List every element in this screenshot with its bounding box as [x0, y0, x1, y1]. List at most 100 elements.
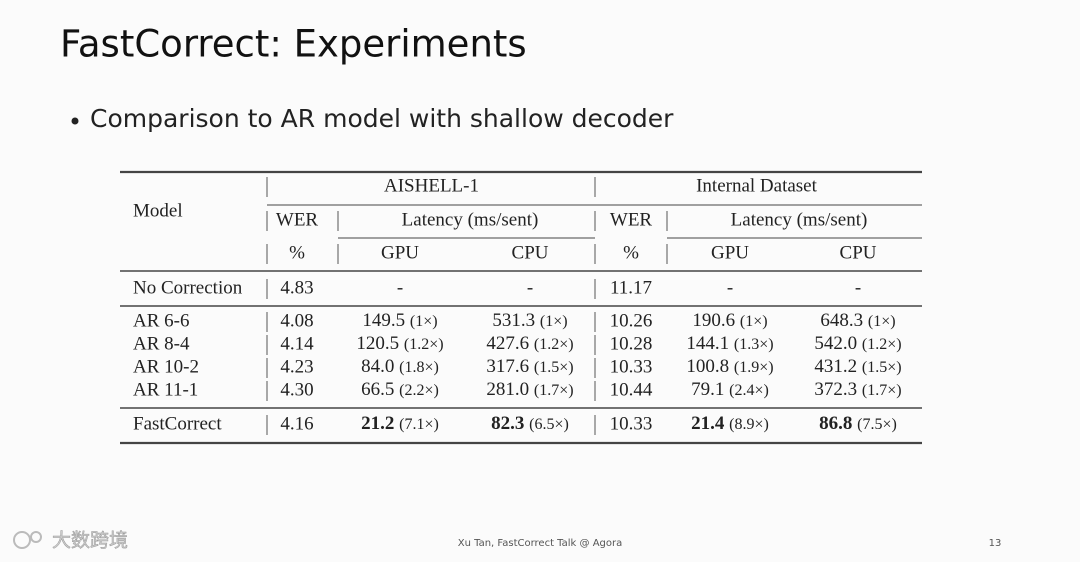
header-cell: WER [276, 209, 319, 230]
table-cell: 10.33 [610, 356, 653, 377]
table-cell: 10.28 [610, 333, 653, 354]
table-cell: 21.2 (7.1×) [361, 413, 439, 434]
table-cell: 4.23 [280, 356, 313, 377]
cell-speedup: (1×) [410, 313, 438, 330]
table-cell: 10.26 [610, 310, 653, 331]
cell-value: 79.1 [691, 379, 724, 400]
row-label: FastCorrect [133, 413, 222, 434]
cell-speedup: (1.8×) [399, 359, 439, 376]
table [120, 170, 922, 445]
header-cell: Model [133, 200, 183, 221]
table-cell: 11.17 [610, 277, 652, 298]
table-cell: - [855, 277, 861, 298]
cell-speedup: (1.5×) [862, 359, 902, 376]
cell-speedup: (1.5×) [534, 359, 574, 376]
cell-value: 190.6 [692, 310, 735, 331]
cell-speedup: (8.9×) [729, 416, 769, 433]
cell-value: 542.0 [814, 333, 857, 354]
table-cell: - [527, 277, 533, 298]
table-cell: 317.6 (1.5×) [486, 356, 573, 377]
header-cell: CPU [840, 242, 877, 263]
cell-speedup: (7.1×) [399, 416, 439, 433]
table-cell: 281.0 (1.7×) [486, 379, 573, 400]
cell-value: 144.1 [686, 333, 729, 354]
table-cell: 4.16 [280, 413, 313, 434]
cell-speedup: (2.2×) [399, 382, 439, 399]
table-cell: 149.5 (1×) [362, 310, 437, 331]
header-cell: WER [610, 209, 653, 230]
cell-value: 281.0 [486, 379, 529, 400]
header-cell: GPU [711, 242, 749, 263]
table-cell: 10.33 [610, 413, 653, 434]
header-cell: CPU [512, 242, 549, 263]
cell-value: 120.5 [356, 333, 399, 354]
row-label: AR 8-4 [133, 333, 190, 354]
header-cell: % [623, 242, 639, 263]
header-cell: Latency (ms/sent) [731, 209, 868, 230]
table-cell: 4.14 [280, 333, 314, 354]
table-cell: 86.8 (7.5×) [819, 413, 897, 434]
cell-value: 21.2 [361, 413, 394, 434]
cell-value: 427.6 [486, 333, 529, 354]
cell-speedup: (1.2×) [862, 336, 902, 353]
cell-speedup: (1×) [868, 313, 896, 330]
table-cell: 542.0 (1.2×) [814, 333, 901, 354]
header-cell: GPU [381, 242, 419, 263]
cell-speedup: (7.5×) [857, 416, 897, 433]
cell-value: 86.8 [819, 413, 852, 434]
table-cell: 100.8 (1.9×) [686, 356, 773, 377]
table-cell: 4.83 [280, 277, 313, 298]
watermark-icon [13, 531, 42, 549]
header-cell: Internal Dataset [696, 175, 818, 196]
cell-speedup: (2.4×) [729, 382, 769, 399]
bullet-text: Comparison to AR model with shallow deco… [90, 104, 674, 133]
table-cell: 4.30 [280, 379, 313, 400]
table-cell: 120.5 (1.2×) [356, 333, 443, 354]
cell-speedup: (6.5×) [529, 416, 569, 433]
cell-value: 372.3 [814, 379, 857, 400]
table-cell: 372.3 (1.7×) [814, 379, 901, 400]
table-cell: 144.1 (1.3×) [686, 333, 773, 354]
table-cell: 427.6 (1.2×) [486, 333, 573, 354]
table-cell: - [727, 277, 733, 298]
slide-title: FastCorrect: Experiments [60, 23, 527, 66]
header-cell: AISHELL-1 [384, 175, 479, 196]
cell-value: 431.2 [814, 356, 857, 377]
table-cell: 431.2 (1.5×) [814, 356, 901, 377]
page-number: 13 [989, 538, 1002, 549]
row-label: AR 6-6 [133, 310, 189, 331]
row-label: No Correction [133, 277, 243, 298]
table-cell: - [397, 277, 403, 298]
cell-speedup: (1×) [740, 313, 768, 330]
cell-speedup: (1.2×) [404, 336, 444, 353]
table-cell: 531.3 (1×) [492, 310, 567, 331]
table-cell: 84.0 (1.8×) [361, 356, 439, 377]
cell-speedup: (1.3×) [734, 336, 774, 353]
cell-speedup: (1.9×) [734, 359, 774, 376]
header-cell: % [289, 242, 305, 263]
cell-value: 317.6 [486, 356, 529, 377]
row-label: AR 11-1 [133, 379, 198, 400]
table-cell: 82.3 (6.5×) [491, 413, 569, 434]
bullet-dot [71, 117, 79, 125]
cell-speedup: (1.2×) [534, 336, 574, 353]
cell-speedup: (1.7×) [534, 382, 574, 399]
cell-value: 84.0 [361, 356, 394, 377]
cell-value: 82.3 [491, 413, 524, 434]
cell-value: 100.8 [686, 356, 729, 377]
footer-text: Xu Tan, FastCorrect Talk @ Agora [458, 538, 622, 549]
cell-value: 21.4 [691, 413, 725, 434]
table-cell: 66.5 (2.2×) [361, 379, 439, 400]
row-label: AR 10-2 [133, 356, 199, 377]
table-cell: 190.6 (1×) [692, 310, 767, 331]
table-cell: 79.1 (2.4×) [691, 379, 769, 400]
table-cell: 4.08 [280, 310, 313, 331]
cell-speedup: (1×) [540, 313, 568, 330]
table-cell: 21.4 (8.9×) [691, 413, 769, 434]
cell-value: 648.3 [820, 310, 863, 331]
table-cell: 648.3 (1×) [820, 310, 895, 331]
cell-value: 149.5 [362, 310, 405, 331]
watermark: 大数跨境 [52, 530, 128, 552]
header-cell: Latency (ms/sent) [402, 209, 539, 230]
